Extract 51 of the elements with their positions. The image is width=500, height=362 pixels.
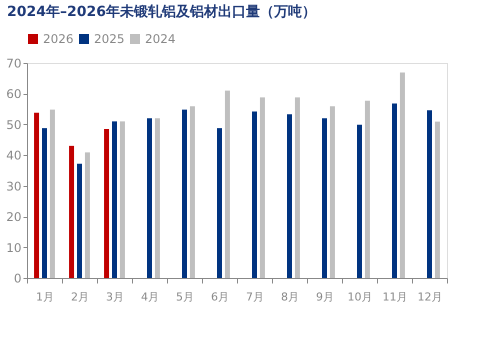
bar — [34, 112, 40, 278]
y-tick-label: 70 — [6, 56, 22, 70]
bar — [294, 97, 300, 278]
bar — [427, 110, 432, 278]
bar — [154, 118, 160, 278]
y-tick-label: 40 — [6, 148, 22, 163]
bar — [84, 152, 90, 278]
y-tick-label: 0 — [14, 272, 22, 286]
y-tick-label: 50 — [6, 118, 22, 132]
legend-label: 2024 — [145, 32, 176, 46]
x-tick-label: 12月 — [418, 290, 442, 304]
bar — [322, 118, 327, 278]
x-tick-label: 6月 — [211, 290, 229, 304]
x-tick-label: 3月 — [106, 290, 124, 304]
bar — [182, 110, 187, 278]
bar — [357, 124, 362, 278]
y-tick-label: 60 — [6, 87, 22, 102]
x-tick-label: 10月 — [348, 290, 372, 304]
legend-label: 2025 — [94, 32, 125, 46]
x-tick-label: 8月 — [281, 290, 299, 304]
bar — [112, 121, 117, 278]
bar — [400, 72, 405, 278]
bar — [434, 122, 440, 278]
bar — [190, 106, 195, 278]
y-tick-label: 30 — [6, 179, 22, 194]
bar — [42, 128, 47, 278]
bar — [260, 97, 265, 278]
y-tick-label: 20 — [6, 210, 22, 224]
x-tick-label: 5月 — [176, 290, 194, 304]
x-tick-label: 7月 — [246, 290, 264, 304]
bar — [364, 100, 370, 278]
bar — [120, 121, 125, 278]
legend-label: 2026 — [43, 32, 74, 46]
x-tick-label: 11月 — [382, 290, 408, 304]
x-tick-label: 4月 — [141, 290, 159, 304]
bar — [104, 129, 110, 278]
bar — [77, 164, 82, 278]
bar — [252, 112, 257, 278]
bar — [330, 106, 335, 278]
bar — [392, 104, 397, 278]
bar — [69, 146, 74, 278]
bar — [224, 90, 230, 278]
bar — [217, 128, 222, 278]
x-tick-label: 1月 — [36, 290, 54, 304]
chart-title: 2024年–2026年未锻轧铝及铝材出口量（万吨） — [7, 4, 316, 20]
y-tick-label: 10 — [6, 240, 22, 255]
x-tick-label: 9月 — [316, 290, 334, 304]
bar — [50, 110, 55, 278]
bar — [287, 114, 292, 278]
bar — [147, 118, 152, 278]
x-tick-label: 2月 — [71, 290, 89, 304]
